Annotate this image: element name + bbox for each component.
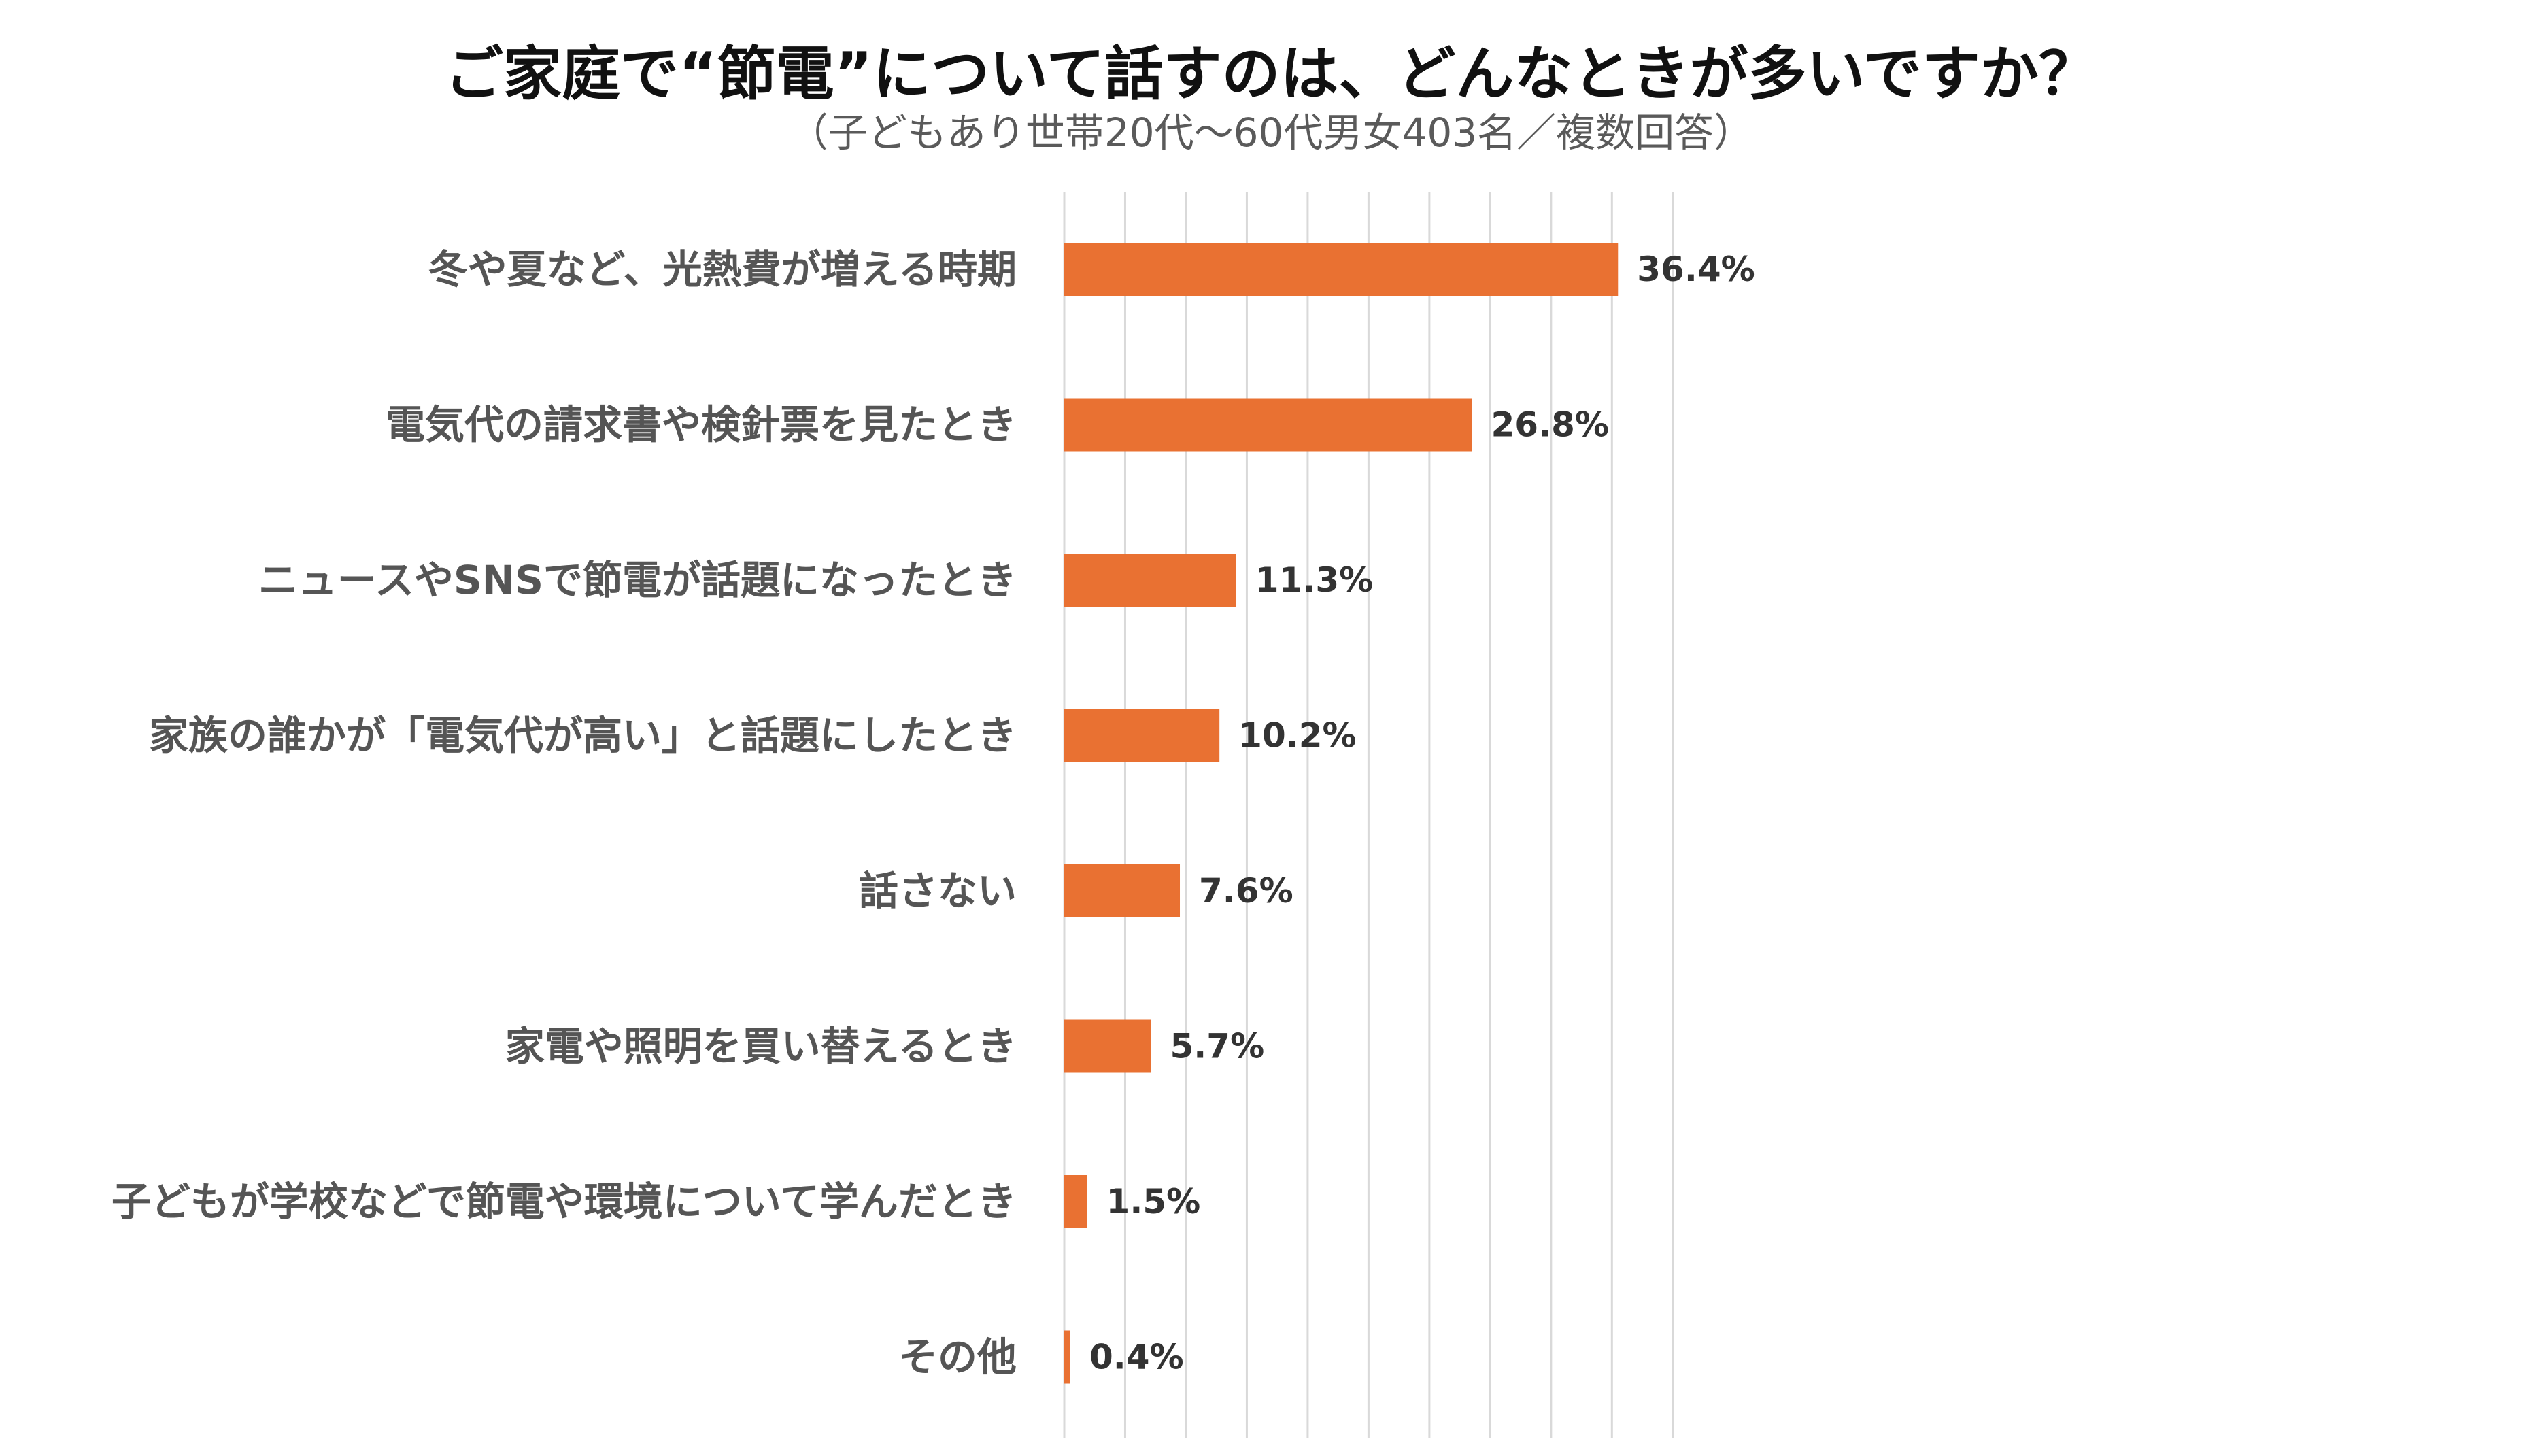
category-label: 子どもが学校などで節電や環境について学んだとき [112, 1179, 1017, 1225]
data-label: 1.5% [1106, 1182, 1201, 1221]
category-label: 冬や夏など、光熱費が増える時期 [428, 246, 1017, 292]
bar [1064, 1175, 1087, 1228]
category-label: 家族の誰かが「電気代が高い」と話題にしたとき [149, 713, 1017, 759]
data-label: 0.4% [1089, 1338, 1184, 1377]
bar [1064, 1330, 1070, 1384]
bar [1064, 709, 1220, 762]
chart-title: ご家庭で“節電”について話すのは、どんなときが多いですか？ [445, 40, 2097, 108]
category-label: 話さない [859, 868, 1017, 914]
category-label: 家電や照明を買い替えるとき [505, 1023, 1017, 1070]
data-label: 26.8% [1491, 405, 1609, 445]
bar [1064, 243, 1619, 296]
labels: 冬や夏など、光熱費が増える時期 36.4% 電気代の請求書や検針票を見たとき 26.8… [112, 246, 1755, 1381]
category-label: ニュースやSNSで節電が話題になったとき [258, 557, 1017, 603]
bar [1064, 1019, 1151, 1073]
bar [1064, 398, 1472, 452]
bar [1064, 554, 1236, 607]
gridlines [1063, 192, 1674, 1438]
data-label: 36.4% [1637, 250, 1755, 289]
chart-subtitle: （子どもあり世帯20代～60代男女403名／複数回答） [788, 109, 1754, 156]
data-label: 7.6% [1199, 871, 1293, 911]
bars [1064, 243, 1619, 1384]
data-label: 5.7% [1170, 1027, 1265, 1066]
category-label: その他 [898, 1334, 1017, 1381]
category-label: 電気代の請求書や検針票を見たとき [386, 402, 1017, 448]
data-label: 10.2% [1238, 716, 1356, 756]
bar [1064, 864, 1181, 917]
data-label: 11.3% [1255, 560, 1373, 600]
